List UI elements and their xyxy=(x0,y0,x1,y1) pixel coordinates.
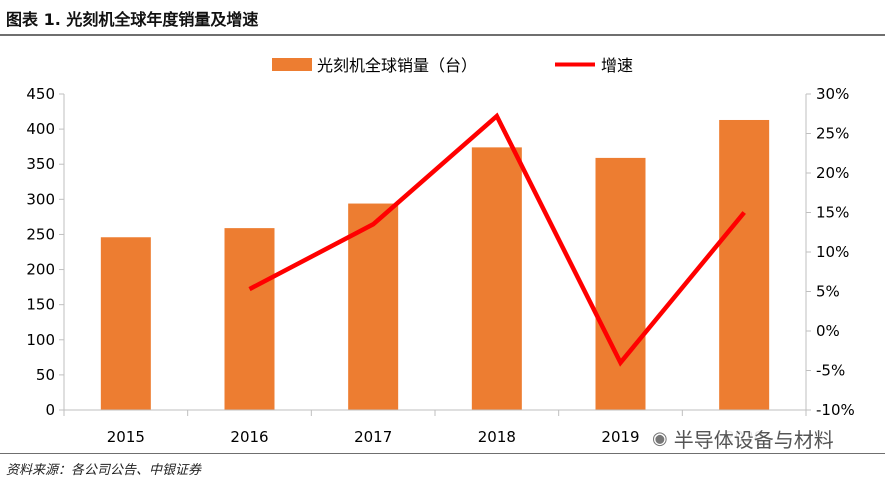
right-tick-label: -10% xyxy=(816,401,855,419)
right-tick-label: -5% xyxy=(816,362,845,380)
left-tick-label: 350 xyxy=(26,155,55,173)
chart-legend: 光刻机全球销量（台） 增速 xyxy=(272,56,633,75)
x-tick-label: 2017 xyxy=(354,428,392,446)
right-tick-label: 25% xyxy=(816,125,849,143)
left-tick-label: 50 xyxy=(36,366,55,384)
x-tick-label: 2015 xyxy=(107,428,145,446)
x-tick-label: 2019 xyxy=(601,428,639,446)
line-series xyxy=(248,112,746,367)
watermark-text: 半导体设备与材料 xyxy=(673,427,834,452)
left-tick-label: 400 xyxy=(26,120,55,138)
source-divider xyxy=(0,453,885,454)
legend-label-bar: 光刻机全球销量（台） xyxy=(317,56,477,75)
bar-2017 xyxy=(348,203,399,410)
wechat-icon: ◉ xyxy=(652,427,668,449)
x-tick-label: 2018 xyxy=(478,428,516,446)
right-tick-label: 20% xyxy=(816,164,849,182)
right-axis-ticks: -10% -5% 0% 5% 10% 15% 20% 25% 30% xyxy=(806,85,855,419)
legend-label-line: 增速 xyxy=(601,56,633,75)
left-tick-label: 250 xyxy=(26,225,55,243)
right-tick-label: 0% xyxy=(816,322,840,340)
left-tick-label: 100 xyxy=(26,331,55,349)
bar-2015 xyxy=(100,237,151,410)
watermark: ◉ 半导体设备与材料 xyxy=(648,424,838,452)
source-note: 资料来源：各公司公告、中银证券 xyxy=(6,463,202,478)
right-tick-label: 10% xyxy=(816,243,849,261)
growth-line xyxy=(248,112,746,367)
left-tick-label: 300 xyxy=(26,190,55,208)
right-tick-label: 15% xyxy=(816,204,849,222)
bar-2016 xyxy=(224,228,275,410)
chart-axes xyxy=(63,94,807,411)
right-tick-label: 30% xyxy=(816,85,849,103)
bar-series xyxy=(100,119,770,410)
bar-2019 xyxy=(595,157,646,410)
bar-2020 xyxy=(719,119,770,410)
left-tick-label: 0 xyxy=(45,401,55,419)
left-tick-label: 450 xyxy=(26,85,55,103)
figure-title: 图表 1. 光刻机全球年度销量及增速 xyxy=(6,10,259,29)
legend-swatch-bar xyxy=(272,58,312,71)
left-tick-label: 150 xyxy=(26,296,55,314)
title-divider xyxy=(0,34,885,36)
left-axis-ticks: 0 50 100 150 200 250 300 350 400 450 xyxy=(26,85,64,419)
bar-2018 xyxy=(471,147,522,410)
right-tick-label: 5% xyxy=(816,283,840,301)
x-tick-label: 2016 xyxy=(230,428,268,446)
left-tick-label: 200 xyxy=(26,261,55,279)
